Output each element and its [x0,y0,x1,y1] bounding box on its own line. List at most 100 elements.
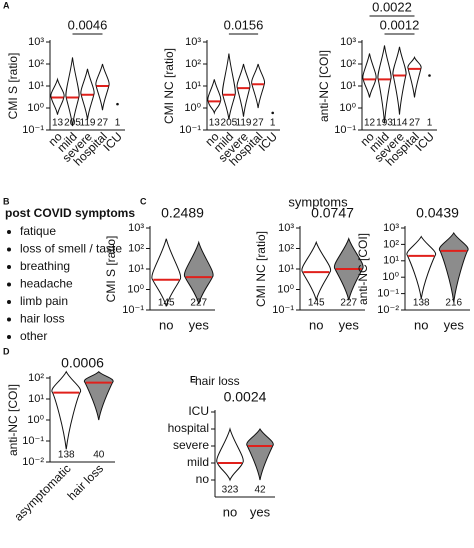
y-tick-label: 10² [185,58,201,70]
y-tick-label: 10⁻² [377,304,399,316]
y-tick-label: 10¹ [28,393,44,405]
p-value: 0.2489 [161,205,204,221]
count-label: 205 [221,118,238,129]
y-axis-label: anti-NC [COI] [317,50,331,122]
p-value: 0.0046 [68,17,108,32]
count-label: 12 [364,118,376,129]
violin [362,53,377,98]
y-tick-label: 10¹ [28,80,44,92]
count-label: 114 [392,118,408,129]
violin [406,235,437,299]
y-tick-label: 10³ [28,36,44,48]
y-tick-label: 10¹ [383,255,399,267]
bullet [7,230,11,234]
bullet [7,247,11,252]
x-tick-label: no [159,317,173,332]
y-tick-label: 10⁻¹ [377,288,399,300]
violin [83,370,114,421]
y-tick-label: 10⁻¹ [22,435,44,447]
x-tick-label: no [414,317,428,332]
count-label: 119 [80,118,96,129]
y-tick-label: ICU [188,404,209,418]
y-tick-label: 10⁰ [184,102,201,114]
y-axis-label: CMI S [ratio] [104,236,118,303]
count-label: 1 [115,118,121,129]
y-tick-label: 10¹ [340,80,356,92]
violin [246,427,274,481]
y-tick-label: 10⁻¹ [122,304,144,316]
y-tick-label: 10⁰ [127,283,144,295]
y-tick-label: 10² [28,372,44,384]
y-tick-label: 10⁻¹ [272,304,294,316]
list-item: breathing [20,259,70,273]
y-tick-label: 10³ [278,222,294,234]
x-tick-label: no [223,504,237,519]
violin [221,53,236,120]
chart-title: hair loss [195,374,240,388]
violin [216,427,244,482]
violin [207,79,222,115]
y-tick-label: 10⁰ [277,283,294,295]
bullet [7,300,11,304]
y-tick-label: 10³ [340,36,356,48]
bullet [7,317,11,322]
x-tick-label: ICU [412,129,437,154]
count-label: 193 [376,118,393,129]
y-tick-label: 10⁰ [382,271,399,283]
y-tick-label: mild [187,455,209,469]
list-item: other [20,329,47,343]
y-tick-label: 10² [340,58,356,70]
x-tick-label: ICU [100,129,125,154]
y-axis-label: CMI S [ratio] [6,53,20,120]
list-item: loss of smell / taste [20,242,122,256]
p-value: 0.0747 [311,205,354,221]
list-item: hair loss [20,312,65,326]
y-tick-label: 10³ [383,222,399,234]
y-tick-label: 10² [278,242,294,254]
p-value: 0.0156 [224,17,264,32]
list-item: headache [20,277,73,291]
y-tick-label: 10¹ [278,263,294,275]
p-value: 0.0012 [380,17,420,32]
y-tick-label: no [196,472,210,486]
y-axis-label: CMI NC [ratio] [162,48,176,124]
y-tick-label: 10⁻¹ [179,124,201,136]
count-label: 138 [413,298,430,309]
count-label: 1 [427,118,433,129]
y-tick-label: hospital [168,421,209,435]
count-label: 42 [254,485,266,496]
y-axis-label: anti-NC [COI] [6,384,20,456]
count-label: 40 [93,450,105,461]
violin [151,238,182,307]
bullet [7,265,11,269]
y-tick-label: 10⁻² [22,456,44,468]
violin [183,240,214,304]
x-tick-label: hair loss [65,461,106,502]
p-value: 0.0439 [416,205,459,221]
violin [377,45,392,124]
count-label: 205 [64,118,81,129]
y-tick-label: 10² [28,58,44,70]
panel-label: E [190,374,196,384]
y-tick-label: 10² [128,242,144,254]
y-axis-label: anti-NC [COI] [356,233,370,305]
panel-title: symptoms [288,194,348,209]
data-point [428,74,431,77]
count-label: 145 [158,298,175,309]
count-label: 227 [190,298,207,309]
panel-label: B [3,196,10,206]
data-point [116,102,119,106]
count-label: 119 [236,118,252,129]
count-label: 13 [52,118,64,129]
count-label: 323 [222,485,239,496]
violin [407,56,422,98]
y-tick-label: 10⁰ [27,102,44,114]
panel-label: D [3,346,10,356]
violin [65,57,80,127]
count-label: 1 [270,118,276,129]
list-item: limb pain [20,294,68,308]
list-item: fatique [20,224,56,238]
x-tick-label: no [309,317,323,332]
y-tick-label: 10¹ [185,80,201,92]
